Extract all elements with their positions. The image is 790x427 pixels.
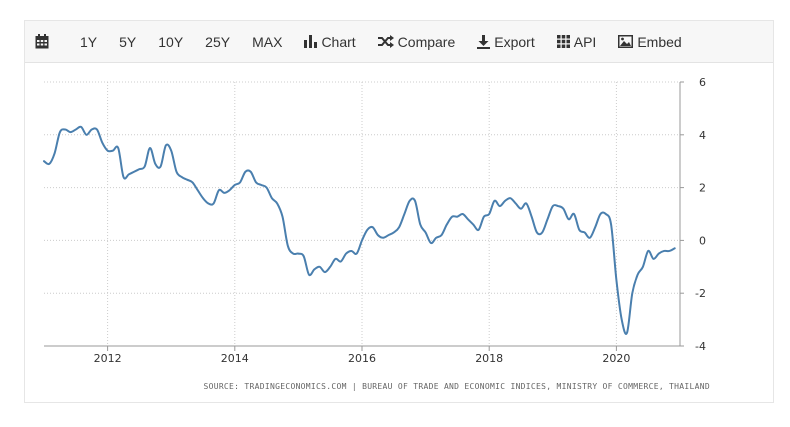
export-label: Export — [494, 33, 535, 50]
export-button[interactable]: Export — [466, 21, 545, 62]
x-tick-label: 2012 — [94, 352, 122, 365]
embed-label: Embed — [637, 33, 682, 50]
compare-button[interactable]: Compare — [367, 21, 467, 62]
api-button[interactable]: API — [546, 21, 608, 62]
range-max-button[interactable]: MAX — [241, 21, 293, 62]
calendar-button[interactable] — [25, 21, 69, 62]
shuffle-icon — [377, 35, 394, 48]
range-1y-button[interactable]: 1Y — [69, 21, 108, 62]
grid-icon — [556, 35, 570, 48]
y-tick-label: -4 — [695, 340, 706, 353]
range-25y-button[interactable]: 25Y — [194, 21, 241, 62]
range-5y-button[interactable]: 5Y — [108, 21, 147, 62]
chart-label: Chart — [321, 33, 356, 50]
y-tick-label: 0 — [699, 234, 706, 247]
range-10y-label: 10Y — [158, 33, 184, 50]
embed-button[interactable]: Embed — [607, 21, 692, 62]
y-tick-label: -2 — [695, 287, 706, 300]
bar-chart-icon — [304, 35, 318, 48]
range-10y-button[interactable]: 10Y — [147, 21, 194, 62]
source-note: SOURCE: TRADINGECONOMICS.COM | BUREAU OF… — [203, 382, 710, 391]
download-icon — [477, 34, 491, 49]
x-tick-label: 2016 — [348, 352, 376, 365]
x-tick-label: 2018 — [475, 352, 503, 365]
range-1y-label: 1Y — [80, 33, 98, 50]
image-icon — [618, 35, 634, 48]
y-tick-label: 2 — [699, 182, 706, 195]
chart-toolbar: 1Y 5Y 10Y 25Y MAX Chart — [25, 21, 773, 63]
y-tick-label: 6 — [699, 76, 706, 89]
range-5y-label: 5Y — [119, 33, 137, 50]
api-label: API — [573, 33, 597, 50]
compare-label: Compare — [397, 33, 456, 50]
range-25y-label: 25Y — [205, 33, 231, 50]
range-max-label: MAX — [252, 33, 283, 50]
y-tick-label: 4 — [699, 129, 706, 142]
x-tick-label: 2020 — [602, 352, 630, 365]
series-line — [43, 125, 676, 335]
calendar-icon — [35, 34, 49, 49]
x-tick-label: 2014 — [221, 352, 249, 365]
chart-widget: 1Y 5Y 10Y 25Y MAX Chart — [24, 20, 774, 403]
chart-button[interactable]: Chart — [293, 21, 366, 62]
